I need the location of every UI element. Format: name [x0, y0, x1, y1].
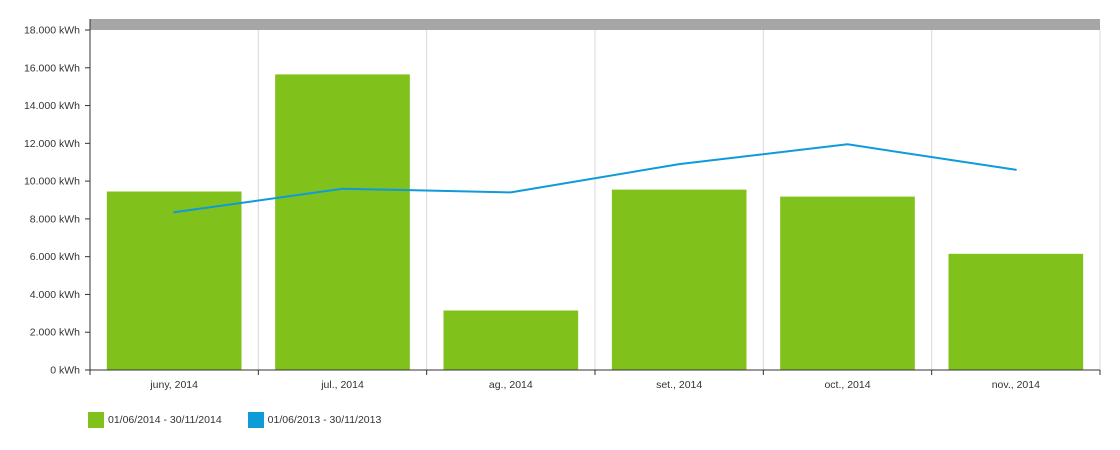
- bar-5: [948, 253, 1084, 370]
- legend-label-2014: 01/06/2014 - 30/11/2014: [108, 414, 222, 426]
- x-tick-label: set., 2014: [656, 379, 702, 391]
- legend-item-2014[interactable]: 01/06/2014 - 30/11/2014: [88, 412, 222, 428]
- y-tick-label: 12.000 kWh: [24, 138, 80, 150]
- bar-0: [106, 191, 242, 370]
- bar-1: [275, 74, 410, 370]
- legend-item-2013[interactable]: 01/06/2013 - 30/11/2013: [247, 412, 382, 428]
- x-tick-label: ag., 2014: [489, 379, 533, 391]
- x-tick-label: juny, 2014: [149, 379, 198, 391]
- y-tick-label: 0 kWh: [50, 365, 80, 377]
- y-tick-label: 8.000 kWh: [30, 213, 80, 225]
- y-tick-label: 14.000 kWh: [24, 100, 80, 112]
- x-tick-label: nov., 2014: [992, 379, 1040, 391]
- line-series-2013: [173, 143, 1017, 214]
- y-tick-label: 2.000 kWh: [30, 327, 80, 339]
- bar-3: [611, 189, 747, 370]
- plot-top-band: [90, 19, 1100, 30]
- x-tick-label: oct., 2014: [824, 379, 870, 391]
- y-tick-label: 10.000 kWh: [24, 176, 80, 188]
- y-tick-label: 6.000 kWh: [30, 251, 80, 263]
- legend: 01/06/2014 - 30/11/2014 01/06/2013 - 30/…: [88, 412, 407, 428]
- x-tick-label: jul., 2014: [320, 379, 364, 391]
- y-tick-label: 18.000 kWh: [24, 25, 80, 37]
- legend-swatch-2013: [247, 412, 264, 428]
- y-tick-label: 16.000 kWh: [24, 62, 80, 74]
- y-tick-label: 4.000 kWh: [30, 289, 80, 301]
- legend-swatch-2014: [88, 412, 104, 428]
- bar-4: [780, 196, 915, 370]
- bar-2: [443, 310, 579, 370]
- legend-label-2013: 01/06/2013 - 30/11/2013: [267, 414, 382, 426]
